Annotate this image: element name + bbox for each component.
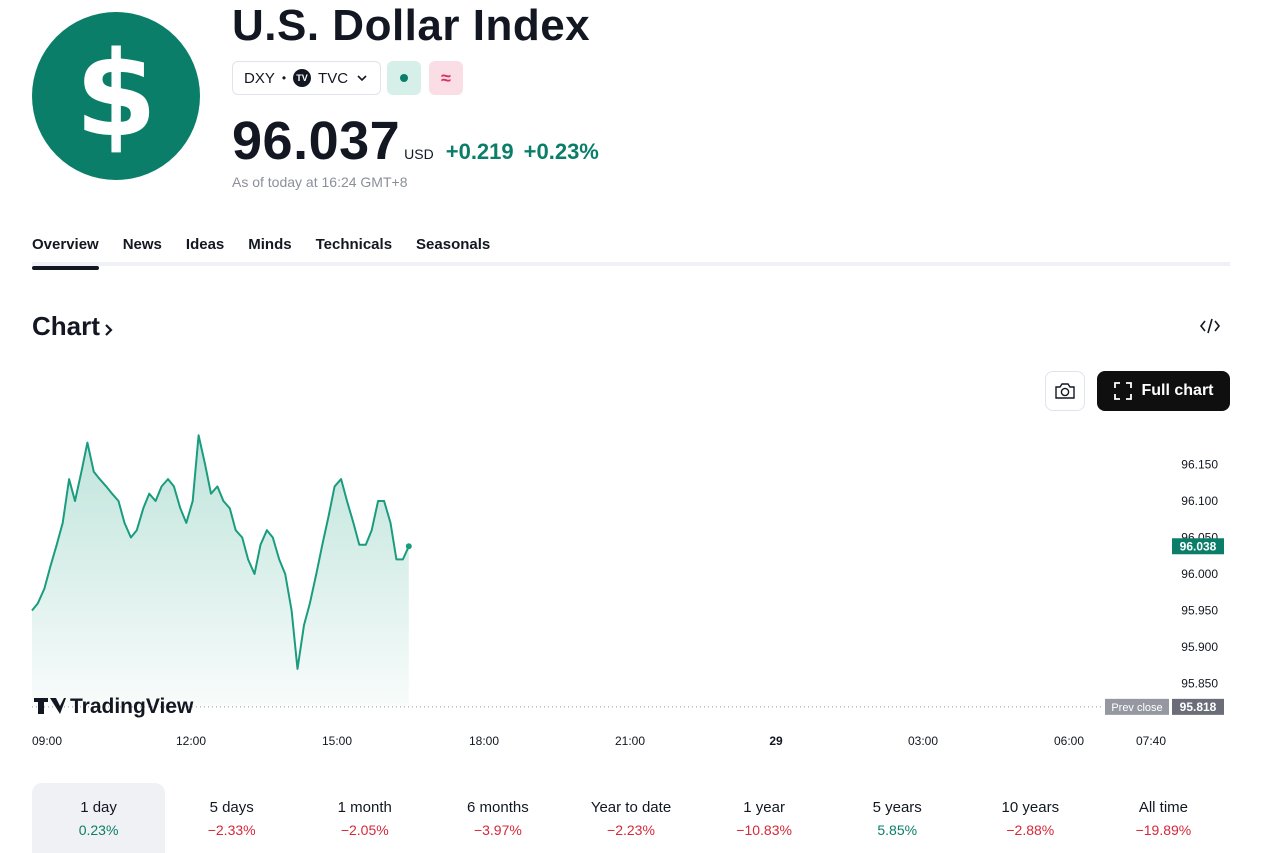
tab-technicals[interactable]: Technicals <box>315 236 393 253</box>
period-change: −3.97% <box>473 822 522 838</box>
page-title: U.S. Dollar Index <box>232 1 591 50</box>
period-label: 5 years <box>872 799 922 816</box>
tradingview-watermark: TradingView <box>70 695 194 718</box>
period-label: 1 day <box>80 799 117 816</box>
ticker-symbol: DXY <box>244 69 275 87</box>
chart-heading: Chart <box>32 311 100 341</box>
period-change: −2.05% <box>340 822 389 838</box>
last-point-marker <box>405 543 412 550</box>
period-1-month[interactable]: 1 month −2.05% <box>298 783 431 853</box>
period-label: 1 year <box>743 799 785 816</box>
full-chart-button[interactable]: Full chart <box>1097 371 1230 411</box>
code-icon <box>1199 318 1221 334</box>
period-10-years[interactable]: 10 years −2.88% <box>964 783 1097 853</box>
period-change: 5.85% <box>877 822 918 838</box>
tab-seasonals[interactable]: Seasonals <box>416 236 491 253</box>
delayed-data-icon: ≈ <box>441 67 451 88</box>
y-tick-label: 95.850 <box>1181 677 1218 691</box>
period-6-months[interactable]: 6 months −3.97% <box>431 783 564 853</box>
y-tick-label: 96.000 <box>1181 567 1218 581</box>
x-tick-label: 21:00 <box>615 734 645 748</box>
quote-timestamp: As of today at 16:24 GMT+8 <box>232 174 408 190</box>
tab-minds[interactable]: Minds <box>248 236 292 253</box>
series-line <box>31 434 410 670</box>
x-tick-label: 29 <box>769 734 783 748</box>
period-5-years[interactable]: 5 years 5.85% <box>831 783 964 853</box>
period-change: −2.88% <box>1006 822 1055 838</box>
ticker-exchange-selector[interactable]: DXY • TV TVC <box>232 61 382 95</box>
tab-news[interactable]: News <box>122 236 162 253</box>
last-price: 96.037 <box>232 111 401 171</box>
period-change: 0.23% <box>78 822 119 838</box>
period-change: −19.89% <box>1135 822 1192 838</box>
x-tick-label: 06:00 <box>1054 734 1084 748</box>
prev-close-value: 95.818 <box>1180 700 1217 714</box>
market-open-indicator[interactable] <box>387 61 421 95</box>
price-change-percent: +0.23% <box>523 139 599 164</box>
tab-ideas[interactable]: Ideas <box>185 236 225 253</box>
embed-code-button[interactable] <box>1196 314 1224 338</box>
symbol-logo: $ <box>32 12 200 180</box>
last-price-tag-bg <box>1172 538 1224 555</box>
period-label: 5 days <box>209 799 254 816</box>
x-tick-label: 03:00 <box>908 734 938 748</box>
separator-dot: • <box>281 71 287 85</box>
period-label: 10 years <box>1001 799 1060 816</box>
y-tick-label: 95.900 <box>1181 640 1218 654</box>
tradingview-exchange-icon: TV <box>293 69 312 87</box>
period-change: −10.83% <box>736 822 792 838</box>
y-tick-label: 96.100 <box>1181 494 1218 508</box>
period-all-time[interactable]: All time −19.89% <box>1097 783 1230 853</box>
price-chart[interactable]: 96.15096.10096.05096.00095.95095.90095.8… <box>0 420 1261 760</box>
tab-overview[interactable]: Overview <box>32 236 99 270</box>
prev-close-tag: Prev close <box>1111 702 1162 714</box>
tradingview-logo-icon <box>34 698 66 714</box>
dollar-sign-icon: $ <box>74 25 158 163</box>
x-tick-label: 07:40 <box>1136 734 1166 748</box>
period-5-days[interactable]: 5 days −2.33% <box>165 783 298 853</box>
x-tick-label: 18:00 <box>469 734 499 748</box>
x-tick-label: 12:00 <box>176 734 206 748</box>
period-change: −2.23% <box>607 822 655 838</box>
period-label: All time <box>1138 799 1189 816</box>
last-price-tag: 96.038 <box>1180 539 1217 553</box>
period-change: −2.33% <box>207 822 256 838</box>
section-tabs: Overview News Ideas Minds Technicals Sea… <box>32 236 1230 270</box>
period-label: 6 months <box>467 799 529 816</box>
prev-close-value-bg <box>1172 698 1224 715</box>
series-area-fill <box>32 435 409 706</box>
chevron-right-icon <box>105 323 113 336</box>
x-tick-label: 09:00 <box>32 734 62 748</box>
currency-code: USD <box>404 146 434 162</box>
period-1-year[interactable]: 1 year −10.83% <box>698 783 831 853</box>
y-tick-label: 96.150 <box>1181 458 1218 472</box>
full-chart-label: Full chart <box>1141 382 1214 399</box>
camera-icon <box>1055 383 1075 399</box>
period-label: Year to date <box>590 799 672 816</box>
expand-icon <box>1114 382 1133 400</box>
delayed-data-indicator[interactable]: ≈ <box>429 61 463 95</box>
market-open-dot-icon <box>400 74 408 82</box>
period-performance-selector: 1 day 0.23% 5 days −2.33% 1 month −2.05%… <box>32 783 1230 853</box>
chart-section-link[interactable]: Chart <box>32 311 116 342</box>
quote-row: 96.037 USD +0.219 +0.23% <box>232 110 609 172</box>
chevron-down-icon <box>357 75 367 82</box>
exchange-name: TVC <box>318 69 349 87</box>
period-year-to-date[interactable]: Year to date −2.23% <box>564 783 697 853</box>
period-1-day[interactable]: 1 day 0.23% <box>32 783 166 853</box>
period-label: 1 month <box>337 799 392 816</box>
snapshot-button[interactable] <box>1045 371 1085 411</box>
y-tick-label: 95.950 <box>1181 604 1218 618</box>
prev-close-tag-bg <box>1105 698 1169 715</box>
x-tick-label: 15:00 <box>322 734 352 748</box>
price-change: +0.219 <box>445 139 514 164</box>
